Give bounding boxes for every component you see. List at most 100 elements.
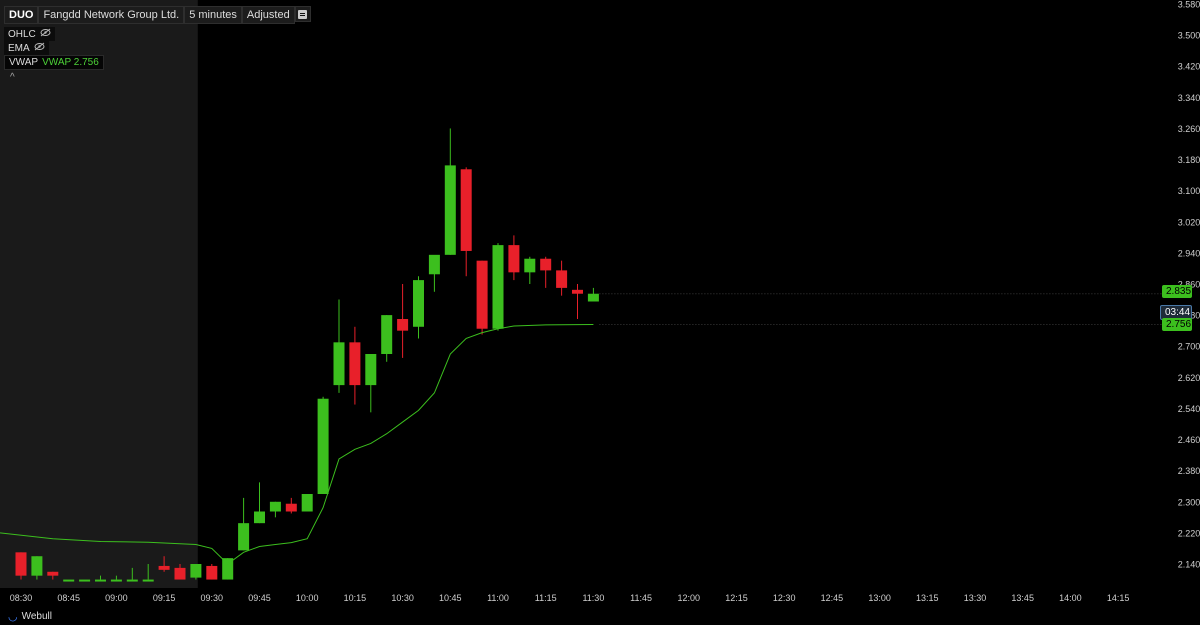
candle (413, 276, 424, 339)
candle (508, 235, 520, 281)
adjustment-selector[interactable]: Adjusted (241, 6, 295, 24)
y-tick-label: 2.380 (1178, 466, 1200, 476)
candle-body (301, 494, 313, 512)
candle-body (317, 398, 329, 494)
x-tick-label: 09:15 (153, 593, 176, 603)
candle (47, 571, 59, 580)
x-tick-label: 12:15 (725, 593, 748, 603)
x-tick-label: 10:00 (296, 593, 319, 603)
candle-body (349, 342, 361, 386)
candle (190, 564, 202, 580)
candle (285, 497, 297, 514)
interval-selector[interactable]: 5 minutes (184, 6, 242, 24)
list-icon (298, 9, 308, 19)
candle-body (15, 552, 27, 576)
settings-button[interactable] (294, 6, 311, 22)
candle-body (79, 579, 91, 582)
candle-body (333, 342, 345, 386)
y-tick-label: 2.140 (1178, 560, 1200, 570)
candle (333, 299, 345, 393)
x-tick-label: 11:45 (630, 593, 652, 603)
candle (238, 497, 250, 551)
y-tick-label: 3.020 (1178, 217, 1200, 227)
x-tick-label: 10:15 (344, 593, 367, 603)
candles[interactable] (15, 128, 599, 582)
candle (222, 558, 234, 580)
candle-body (365, 354, 377, 386)
x-tick-label: 09:00 (105, 593, 128, 603)
candle-body (174, 567, 186, 580)
candle-body (126, 579, 138, 582)
candle-body (222, 558, 234, 580)
candle (365, 354, 377, 413)
candle-body (397, 319, 409, 331)
candle (476, 260, 488, 335)
candle (492, 243, 504, 331)
x-tick-label: 08:30 (10, 593, 33, 603)
indicator-vwap-label: VWAP (9, 57, 39, 68)
vwap-price-tag: 2.756 (1162, 318, 1192, 331)
candle (428, 254, 440, 292)
y-tick-label: 3.500 (1178, 31, 1200, 41)
eye-slash-icon[interactable] (40, 28, 51, 40)
candle (31, 556, 43, 580)
candle-body (540, 258, 552, 271)
indicator-ema[interactable]: EMA (4, 41, 49, 55)
x-tick-label: 14:15 (1107, 593, 1130, 603)
indicator-vwap[interactable]: VWAP VWAP 2.756 (4, 55, 104, 70)
y-tick-label: 3.180 (1178, 155, 1200, 165)
collapse-indicators-icon[interactable]: ^ (10, 72, 15, 83)
candle (301, 494, 313, 512)
indicator-ohlc-label: OHLC (8, 28, 36, 40)
candle-body (206, 565, 218, 580)
eye-slash-icon[interactable] (34, 42, 45, 54)
indicator-ema-label: EMA (8, 42, 30, 54)
y-tick-label: 2.540 (1178, 404, 1200, 414)
candle-body (508, 245, 520, 273)
x-tick-label: 13:00 (868, 593, 891, 603)
y-tick-label: 2.940 (1178, 248, 1200, 258)
x-tick-label: 12:30 (773, 593, 796, 603)
candle-body (413, 280, 424, 327)
last-price-tag: 2.835 (1162, 285, 1192, 298)
candle-body (492, 245, 504, 329)
candle (206, 564, 218, 580)
candle (63, 579, 75, 582)
x-tick-label: 09:30 (201, 593, 224, 603)
candle (269, 501, 281, 518)
x-tick-label: 13:45 (1011, 593, 1034, 603)
footer-bar: ◡ Webull (0, 607, 1200, 625)
x-tick-label: 12:00 (678, 593, 701, 603)
candle-body (95, 579, 106, 582)
price-axis: 3.580 3.500 3.420 3.340 3.260 3.180 3.100 3.020… (1178, 0, 1200, 570)
candle (95, 575, 106, 582)
indicator-ohlc[interactable]: OHLC (4, 27, 55, 41)
candle-body (269, 501, 281, 512)
x-tick-label: 12:45 (821, 593, 844, 603)
premarket-shading (0, 0, 198, 588)
candle (15, 552, 27, 580)
candle-body (158, 565, 170, 570)
symbol-label[interactable]: DUO (4, 6, 39, 24)
chart-header: DUO Fangdd Network Group Ltd. 5 minutes … (4, 6, 311, 24)
candle-body (460, 169, 472, 251)
candle-body (476, 260, 488, 329)
candle (524, 256, 536, 284)
candle (174, 564, 186, 580)
y-tick-label: 2.620 (1178, 373, 1200, 383)
indicator-vwap-value: VWAP 2.756 (42, 57, 99, 68)
candle-body (524, 258, 536, 273)
x-tick-label: 13:30 (964, 593, 987, 603)
candle (540, 256, 552, 288)
candle-body (110, 579, 122, 582)
y-tick-label: 2.460 (1178, 435, 1200, 445)
candle-body (31, 556, 43, 576)
x-tick-label: 08:45 (57, 593, 80, 603)
x-tick-label: 11:15 (535, 593, 557, 603)
candle (587, 287, 599, 302)
candle-body (444, 165, 456, 255)
candle-body (572, 289, 583, 294)
candle (556, 260, 568, 296)
candle (158, 556, 170, 572)
